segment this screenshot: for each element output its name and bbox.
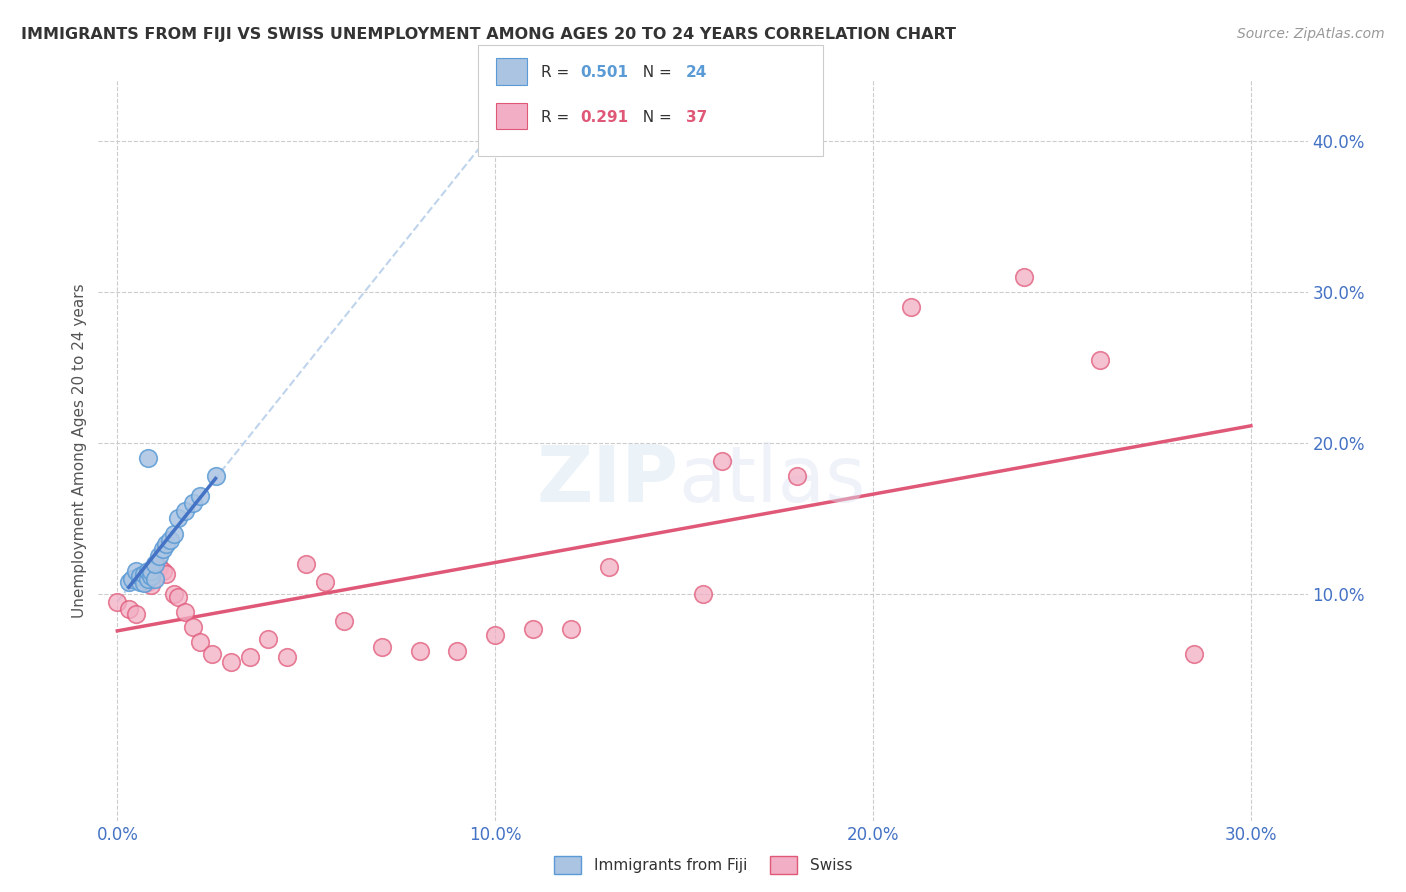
Point xyxy=(152,565,174,579)
Point xyxy=(484,628,506,642)
Point xyxy=(118,574,141,589)
Text: 24: 24 xyxy=(686,65,707,80)
Point xyxy=(129,569,152,583)
Text: 0.501: 0.501 xyxy=(581,65,628,80)
Point xyxy=(166,511,188,525)
Point xyxy=(166,590,188,604)
Point xyxy=(148,559,170,574)
Point xyxy=(155,567,177,582)
Point xyxy=(132,576,155,591)
Point xyxy=(136,450,159,465)
Point xyxy=(692,587,714,601)
Point xyxy=(710,454,733,468)
Point xyxy=(371,640,394,654)
Point xyxy=(181,496,204,510)
Point xyxy=(141,569,163,583)
Point xyxy=(1012,269,1035,284)
Point xyxy=(143,563,166,577)
Text: R =: R = xyxy=(541,65,575,80)
Text: atlas: atlas xyxy=(679,442,866,518)
Point xyxy=(314,574,336,589)
Point xyxy=(143,572,166,586)
Text: 37: 37 xyxy=(686,110,707,125)
Text: N =: N = xyxy=(633,110,676,125)
Point xyxy=(141,565,163,579)
Text: IMMIGRANTS FROM FIJI VS SWISS UNEMPLOYMENT AMONG AGES 20 TO 24 YEARS CORRELATION: IMMIGRANTS FROM FIJI VS SWISS UNEMPLOYME… xyxy=(21,27,956,42)
Point xyxy=(204,469,226,483)
Text: 0.291: 0.291 xyxy=(581,110,628,125)
Text: N =: N = xyxy=(633,65,676,80)
Point xyxy=(121,572,143,586)
Point xyxy=(257,632,280,647)
Point xyxy=(125,565,148,579)
Point xyxy=(295,557,318,571)
Point xyxy=(105,594,128,608)
Point xyxy=(174,605,197,619)
Point xyxy=(276,650,298,665)
Point xyxy=(118,602,141,616)
Point xyxy=(900,300,922,314)
Point xyxy=(132,569,155,583)
Point xyxy=(181,620,204,634)
Point xyxy=(219,655,242,669)
Point xyxy=(159,533,181,547)
Point xyxy=(125,607,148,621)
Point xyxy=(132,567,155,582)
Point xyxy=(163,587,186,601)
Point xyxy=(190,635,212,649)
Point xyxy=(129,574,152,589)
Point xyxy=(522,622,544,636)
Point xyxy=(141,578,163,592)
Point xyxy=(786,469,808,483)
Point xyxy=(143,557,166,571)
Y-axis label: Unemployment Among Ages 20 to 24 years: Unemployment Among Ages 20 to 24 years xyxy=(72,283,87,618)
Text: R =: R = xyxy=(541,110,575,125)
Point xyxy=(446,644,468,658)
Point xyxy=(201,648,224,662)
Point xyxy=(1182,648,1205,662)
Legend: Immigrants from Fiji, Swiss: Immigrants from Fiji, Swiss xyxy=(548,850,858,880)
Point xyxy=(136,565,159,579)
Point xyxy=(152,541,174,556)
Point xyxy=(1088,352,1111,367)
Point xyxy=(148,549,170,564)
Point xyxy=(408,644,430,658)
Point xyxy=(190,489,212,503)
Point xyxy=(333,614,356,628)
Point xyxy=(136,572,159,586)
Text: ZIP: ZIP xyxy=(537,442,679,518)
Point xyxy=(136,574,159,589)
Point xyxy=(598,559,620,574)
Point xyxy=(163,526,186,541)
Point xyxy=(239,650,262,665)
Point xyxy=(560,622,582,636)
Point xyxy=(155,537,177,551)
Point xyxy=(174,504,197,518)
Text: Source: ZipAtlas.com: Source: ZipAtlas.com xyxy=(1237,27,1385,41)
